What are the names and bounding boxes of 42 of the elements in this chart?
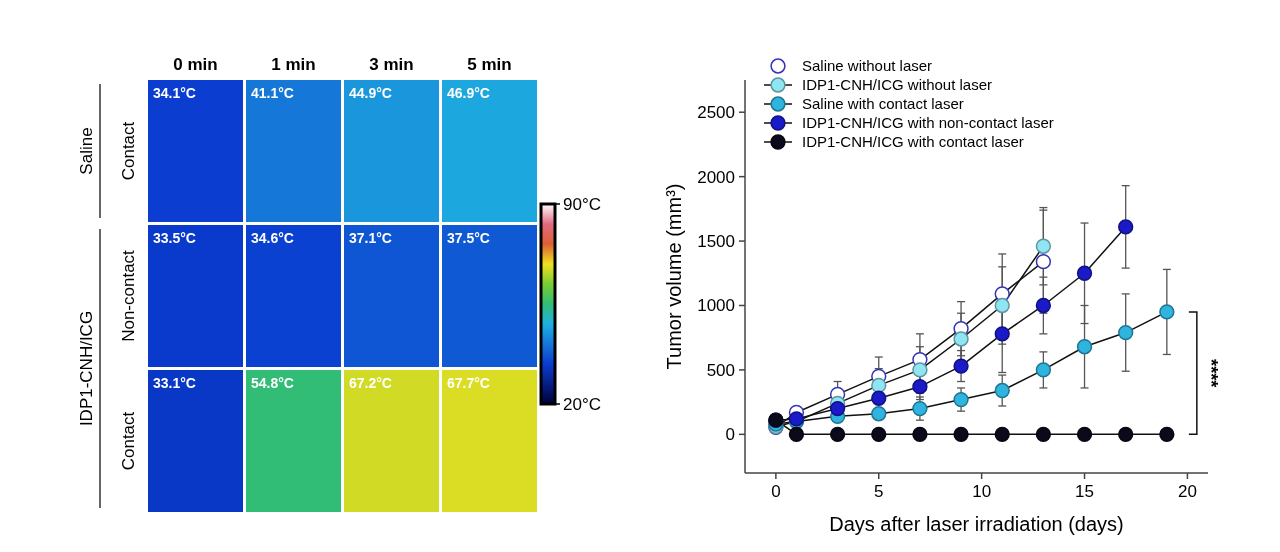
data-label: 54.8°C [251,375,294,391]
y-tick-label: Non-contact [119,249,138,342]
x-tick-label: 5 [874,482,884,501]
x-tick-label: 3 min [369,55,414,74]
legend-label: IDP1-CNH/ICG with contact laser [802,133,1024,151]
y-axis-title: Tumor volume (mm³) [663,183,685,370]
annotation: **** [1200,359,1221,388]
x-tick-label: 10 [972,482,992,501]
data-label: 41.1°C [251,85,294,101]
x-tick-label: 15 [1075,482,1094,501]
data-label: 34.1°C [153,85,196,101]
text: Saline [77,127,96,175]
x-tick-label: 1 min [271,55,316,74]
legend-label: Saline with contact laser [802,95,964,113]
color-bar-label: 90°C [563,194,601,214]
legend-label: IDP1-CNH/ICG without laser [802,76,993,94]
data-label: 33.5°C [153,230,196,246]
x-tick-label: 20 [1177,482,1197,501]
y-tick-label: Contact [119,121,138,181]
data-label: 44.9°C [349,85,392,101]
y-tick-label: 2000 [697,167,735,187]
data-label: 67.7°C [447,375,490,391]
data-label: 34.6°C [251,230,294,246]
legend-label: IDP1-CNH/ICG with non-contact laser [802,114,1054,132]
y-tick-label: Contact [119,411,138,471]
data-label: 67.2°C [349,375,392,391]
x-tick-label: 0 min [173,55,218,74]
y-tick-label: 500 [706,360,735,380]
y-tick-label: 1500 [697,232,735,252]
y-tick-label: 0 [725,425,735,445]
x-tick-label: 0 [771,482,781,501]
color-bar-label: 20°C [563,394,601,414]
data-label: 37.5°C [447,230,490,246]
data-label: 33.1°C [153,375,196,391]
data-label: 46.9°C [447,85,490,101]
y-tick-label: 2500 [697,103,735,123]
x-tick-label: 5 min [467,55,512,74]
y-tick-label: 1000 [697,296,735,316]
data-label: 37.1°C [349,230,392,246]
legend-label: Saline without laser [802,57,933,75]
x-axis-title: Days after laser irradiation (days) [829,513,1124,535]
text: IDP1-CNH/ICG [77,310,96,427]
